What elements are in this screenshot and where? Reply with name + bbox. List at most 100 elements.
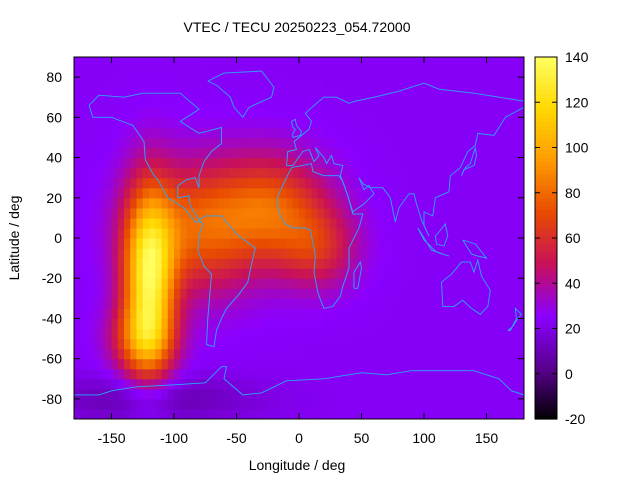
heatmap-cell [417,378,425,390]
heatmap-cell [355,127,363,139]
heatmap-cell [467,107,475,118]
heatmap-cell [517,338,524,350]
colorbar-segment [535,382,557,388]
heatmap-cell [124,258,131,269]
heatmap-cell [280,187,288,199]
heatmap-cell [436,177,444,189]
heatmap-cell [336,298,344,309]
heatmap-cell [224,197,231,209]
heatmap-cell [205,398,213,410]
heatmap-cell [286,97,294,108]
heatmap-cell [217,278,225,289]
heatmap-cell [411,67,419,78]
heatmap-cell [467,288,475,299]
heatmap-cell [161,298,169,309]
heatmap-cell [374,358,381,370]
heatmap-cell [449,308,456,320]
heatmap-cell [455,187,463,199]
heatmap-cell [486,318,494,330]
heatmap-cell [436,368,444,380]
heatmap-cell [449,207,456,219]
heatmap-cell [505,87,513,98]
heatmap-cell [180,268,188,279]
heatmap-cell [155,318,163,330]
heatmap-cell [124,328,131,340]
heatmap-cell [261,338,269,350]
heatmap-cell [99,137,106,149]
heatmap-cell [224,348,231,360]
heatmap-cell [342,348,350,360]
colorbar-segment [535,177,557,183]
heatmap-cell [124,187,131,199]
heatmap-cell [511,398,519,410]
heatmap-cell [224,127,231,139]
heatmap-cell [105,278,113,289]
heatmap-cell [242,308,250,320]
heatmap-cell [436,258,444,269]
heatmap-cell [461,388,469,400]
heatmap-cell [324,378,331,390]
heatmap-cell [155,197,163,209]
heatmap-cell [367,107,375,118]
heatmap-cell [442,258,450,269]
heatmap-cell [136,97,144,108]
heatmap-cell [286,328,294,340]
heatmap-cell [186,338,194,350]
colorbar-segment [535,398,557,404]
heatmap-cell [111,227,119,239]
heatmap-cell [455,248,463,259]
heatmap-cell [374,127,381,139]
heatmap-cell [192,318,200,330]
heatmap-cell [411,197,419,209]
heatmap-cell [180,147,188,159]
heatmap-cell [411,278,419,289]
heatmap-cell [424,97,431,108]
heatmap-cell [299,217,306,229]
heatmap-cell [142,378,150,390]
heatmap-cell [442,67,450,78]
heatmap-cell [174,338,181,350]
heatmap-cell [267,67,275,78]
heatmap-cell [349,177,356,189]
heatmap-cell [367,167,375,179]
heatmap-cell [211,368,219,380]
heatmap-cell [474,217,481,229]
heatmap-cell [430,298,438,309]
heatmap-cell [330,328,338,340]
heatmap-cell [505,388,513,400]
heatmap-cell [292,398,300,410]
heatmap-cell [480,147,488,159]
heatmap-cell [111,268,119,279]
heatmap-cell [130,378,138,390]
heatmap-cell [342,288,350,299]
heatmap-cell [342,378,350,390]
heatmap-cell [167,338,175,350]
heatmap-cell [86,258,94,269]
heatmap-cell [324,57,331,68]
heatmap-cell [167,57,175,68]
heatmap-cell [517,67,524,78]
heatmap-cell [324,227,331,239]
heatmap-cell [367,177,375,189]
heatmap-cell [336,328,344,340]
heatmap-cell [505,258,513,269]
heatmap-cell [255,238,263,249]
heatmap-cell [117,77,125,88]
heatmap-cell [405,278,413,289]
heatmap-cell [286,107,294,118]
heatmap-cell [111,147,119,159]
heatmap-cell [361,268,369,279]
heatmap-cell [142,197,150,209]
heatmap-cell [455,288,463,299]
heatmap-cell [392,197,400,209]
heatmap-cell [424,328,431,340]
heatmap-cell [274,388,281,400]
heatmap-cell [355,117,363,128]
heatmap-cell [192,217,200,229]
heatmap-cell [199,278,206,289]
heatmap-cell [461,177,469,189]
heatmap-cell [455,117,463,128]
heatmap-cell [136,248,144,259]
heatmap-cell [280,77,288,88]
heatmap-cell [124,368,131,380]
